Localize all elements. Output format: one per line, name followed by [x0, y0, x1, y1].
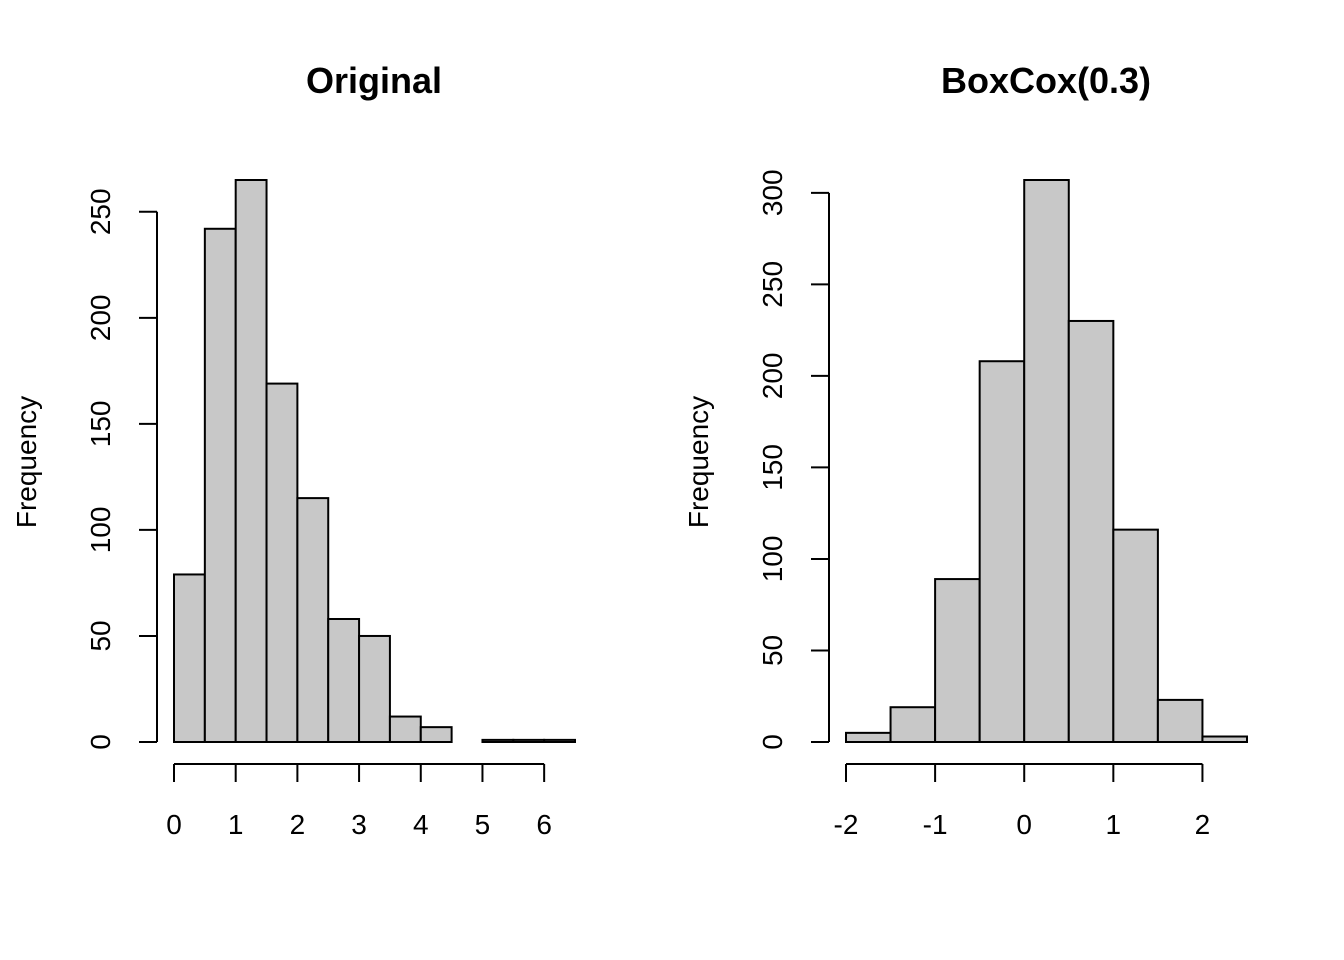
histogram-bar — [1156, 698, 1204, 743]
x-tick-label: 3 — [351, 809, 367, 840]
histogram-bar — [481, 738, 515, 744]
x-tick-label: 0 — [166, 809, 182, 840]
x-tick-label: -1 — [923, 809, 948, 840]
panel-title: Original — [306, 60, 442, 101]
y-tick-label: 150 — [757, 444, 788, 491]
histogram-bar — [1023, 179, 1070, 743]
histogram-bar — [543, 738, 577, 744]
histogram-bar — [388, 715, 422, 744]
y-tick-label: 0 — [757, 734, 788, 750]
y-tick-label: 50 — [757, 635, 788, 666]
panel-boxcox: BoxCox(0.3) Frequency 0 50 100 150 200 250 300… — [683, 60, 1249, 840]
y-tick-label: 100 — [757, 536, 788, 583]
histogram-bar — [512, 738, 546, 744]
x-tick-label: 1 — [1106, 809, 1122, 840]
y-tick-label: 100 — [85, 507, 116, 554]
y-tick-label: 300 — [757, 169, 788, 216]
x-tick-label: 2 — [290, 809, 306, 840]
histogram-bar — [358, 634, 391, 744]
x-tick-label: 5 — [475, 809, 491, 840]
x-tick-label: 2 — [1195, 809, 1211, 840]
y-tick-label: 250 — [85, 188, 116, 235]
histogram-bar — [889, 706, 937, 744]
x-tick-label: 1 — [228, 809, 244, 840]
panel-title: BoxCox(0.3) — [941, 60, 1151, 101]
y-tick-label: 150 — [85, 401, 116, 448]
histogram-bar — [265, 382, 299, 743]
x-tick-label: 0 — [1016, 809, 1032, 840]
y-tick-label: 0 — [85, 734, 116, 750]
y-tick-label: 200 — [757, 353, 788, 400]
histogram-bar — [1112, 528, 1159, 743]
y-tick-label: 50 — [85, 620, 116, 651]
y-axis-label: Frequency — [683, 396, 714, 528]
x-tick-label: 6 — [536, 809, 552, 840]
x-tick-label: 4 — [413, 809, 429, 840]
histogram-bar — [978, 360, 1026, 743]
histogram-bar — [419, 726, 453, 744]
y-axis-label: Frequency — [11, 396, 42, 528]
histogram-bar — [845, 731, 892, 744]
y-tick-label: 200 — [85, 294, 116, 341]
histogram-bar — [934, 578, 981, 743]
y-tick-label: 250 — [757, 261, 788, 308]
panel-original: Original Frequency 0 50 100 150 200 250 0 1 2 3 4 5… — [11, 60, 577, 840]
histogram-bar — [1201, 735, 1249, 743]
x-tick-label: -2 — [834, 809, 859, 840]
histogram-bar — [173, 573, 206, 744]
histogram-bar — [234, 179, 268, 743]
histogram-bar — [203, 227, 237, 744]
histogram-bar — [1067, 319, 1115, 743]
histogram-bar — [327, 617, 361, 743]
histogram-bar — [296, 497, 330, 744]
